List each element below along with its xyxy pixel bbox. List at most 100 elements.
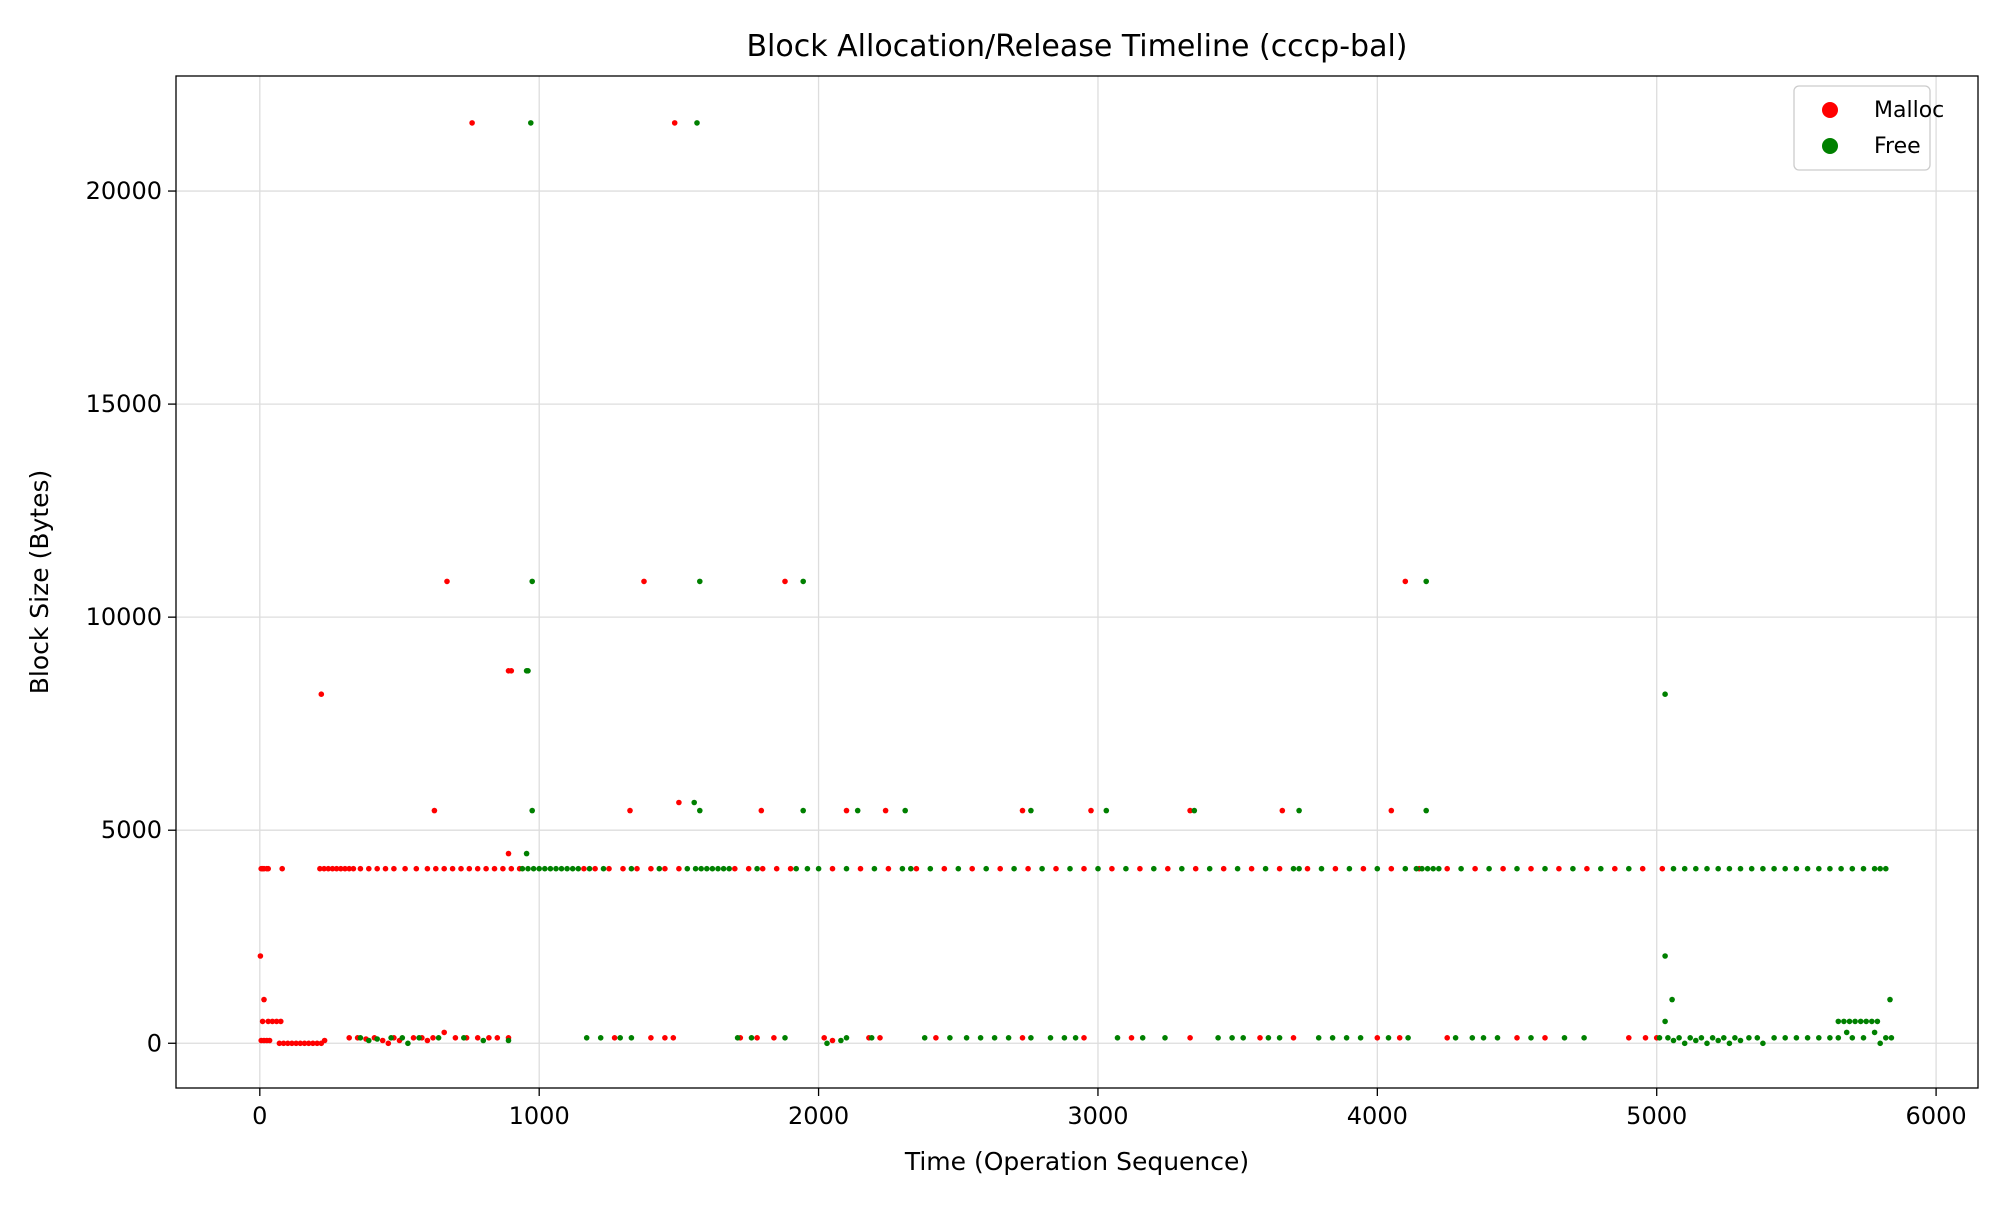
- free-point: [1011, 865, 1017, 872]
- free-point: [1860, 865, 1867, 872]
- malloc-point: [333, 865, 340, 872]
- free-point: [1670, 1037, 1677, 1044]
- free-point: [575, 865, 582, 872]
- malloc-point: [1109, 865, 1115, 872]
- free-point: [1206, 865, 1213, 872]
- free-point: [1542, 865, 1548, 872]
- x-axis-label: Time (Operation Sequence): [904, 1147, 1249, 1176]
- free-point: [1732, 1035, 1738, 1041]
- malloc-point: [466, 865, 473, 872]
- y-tick-label: 20000: [86, 177, 162, 205]
- free-point: [1676, 1035, 1682, 1041]
- free-point: [1746, 1035, 1752, 1041]
- malloc-point: [732, 865, 738, 872]
- malloc-point: [1642, 1035, 1649, 1041]
- malloc-point: [474, 1035, 481, 1041]
- malloc-point: [505, 850, 512, 857]
- free-point: [1827, 1035, 1833, 1041]
- legend-label-free: Free: [1874, 134, 1921, 159]
- free-point: [902, 807, 908, 814]
- free-point: [1793, 865, 1800, 872]
- malloc-point: [1053, 865, 1059, 872]
- free-point: [1726, 865, 1733, 872]
- free-point: [1877, 1040, 1883, 1047]
- free-point: [1860, 1035, 1867, 1041]
- legend-marker-free: [1822, 138, 1838, 154]
- malloc-point: [1187, 807, 1193, 814]
- free-point: [1871, 865, 1878, 872]
- free-point: [1715, 865, 1721, 872]
- free-point: [1103, 807, 1110, 814]
- free-point: [1662, 691, 1668, 697]
- malloc-point: [278, 1018, 284, 1025]
- malloc-point: [402, 865, 408, 872]
- malloc-point: [449, 865, 456, 872]
- free-point: [748, 1035, 755, 1041]
- free-point: [1240, 1035, 1246, 1041]
- malloc-point: [627, 807, 633, 814]
- chart-title: Block Allocation/Release Timeline (cccp-…: [746, 29, 1407, 64]
- free-point: [1028, 1035, 1034, 1041]
- series-free: [357, 120, 1895, 1047]
- legend: Malloc Free: [1793, 85, 1944, 171]
- free-point: [1290, 865, 1297, 872]
- malloc-point: [508, 865, 515, 872]
- free-point: [1681, 865, 1688, 872]
- free-point: [366, 1037, 372, 1044]
- malloc-point: [1248, 865, 1255, 872]
- free-point: [843, 865, 850, 872]
- free-point: [908, 865, 914, 872]
- free-point: [1816, 865, 1822, 872]
- free-point: [435, 1035, 442, 1041]
- free-point: [1782, 865, 1788, 872]
- malloc-point: [269, 1018, 276, 1025]
- free-point: [1072, 1035, 1079, 1041]
- free-point: [1419, 865, 1425, 872]
- free-point: [1151, 865, 1157, 872]
- malloc-point: [882, 807, 889, 814]
- malloc-point: [611, 1035, 618, 1041]
- malloc-point: [606, 865, 612, 872]
- malloc-point: [662, 1035, 668, 1041]
- y-axis-ticks: 0 5000 10000 15000 20000: [86, 177, 176, 1057]
- malloc-point: [1500, 865, 1506, 872]
- free-point: [1887, 996, 1893, 1003]
- y-tick-label: 10000: [86, 603, 162, 631]
- malloc-point: [500, 865, 506, 872]
- y-axis-label: Block Size (Bytes): [25, 470, 54, 695]
- free-point: [1357, 1035, 1364, 1041]
- malloc-point: [469, 120, 475, 126]
- free-point: [1877, 865, 1883, 872]
- free-point: [1626, 865, 1632, 872]
- free-point: [388, 1035, 394, 1041]
- y-tick-label: 5000: [101, 816, 162, 844]
- free-point: [1874, 1018, 1881, 1025]
- free-point: [824, 1040, 830, 1047]
- malloc-point: [265, 1018, 272, 1025]
- free-point: [1423, 807, 1429, 814]
- free-point: [1452, 1035, 1459, 1041]
- free-point: [1704, 1040, 1710, 1047]
- free-point: [1039, 865, 1045, 872]
- free-point: [1737, 865, 1744, 872]
- malloc-point: [1444, 1035, 1450, 1041]
- free-point: [1849, 865, 1856, 872]
- free-point: [1480, 1035, 1487, 1041]
- free-point: [1423, 578, 1429, 585]
- free-point: [583, 1035, 590, 1041]
- free-point: [1669, 996, 1675, 1003]
- malloc-point: [257, 953, 264, 959]
- malloc-point: [317, 865, 323, 872]
- malloc-point: [293, 1040, 299, 1047]
- free-point: [1162, 1035, 1168, 1041]
- malloc-point: [285, 1040, 291, 1047]
- free-point: [1687, 1035, 1693, 1041]
- malloc-point: [458, 865, 464, 872]
- free-point: [558, 865, 565, 872]
- free-point: [1782, 1035, 1788, 1041]
- malloc-point: [754, 1035, 760, 1041]
- free-point: [569, 865, 576, 872]
- free-point: [1883, 865, 1889, 872]
- free-point: [1804, 865, 1811, 872]
- free-point: [1458, 865, 1464, 872]
